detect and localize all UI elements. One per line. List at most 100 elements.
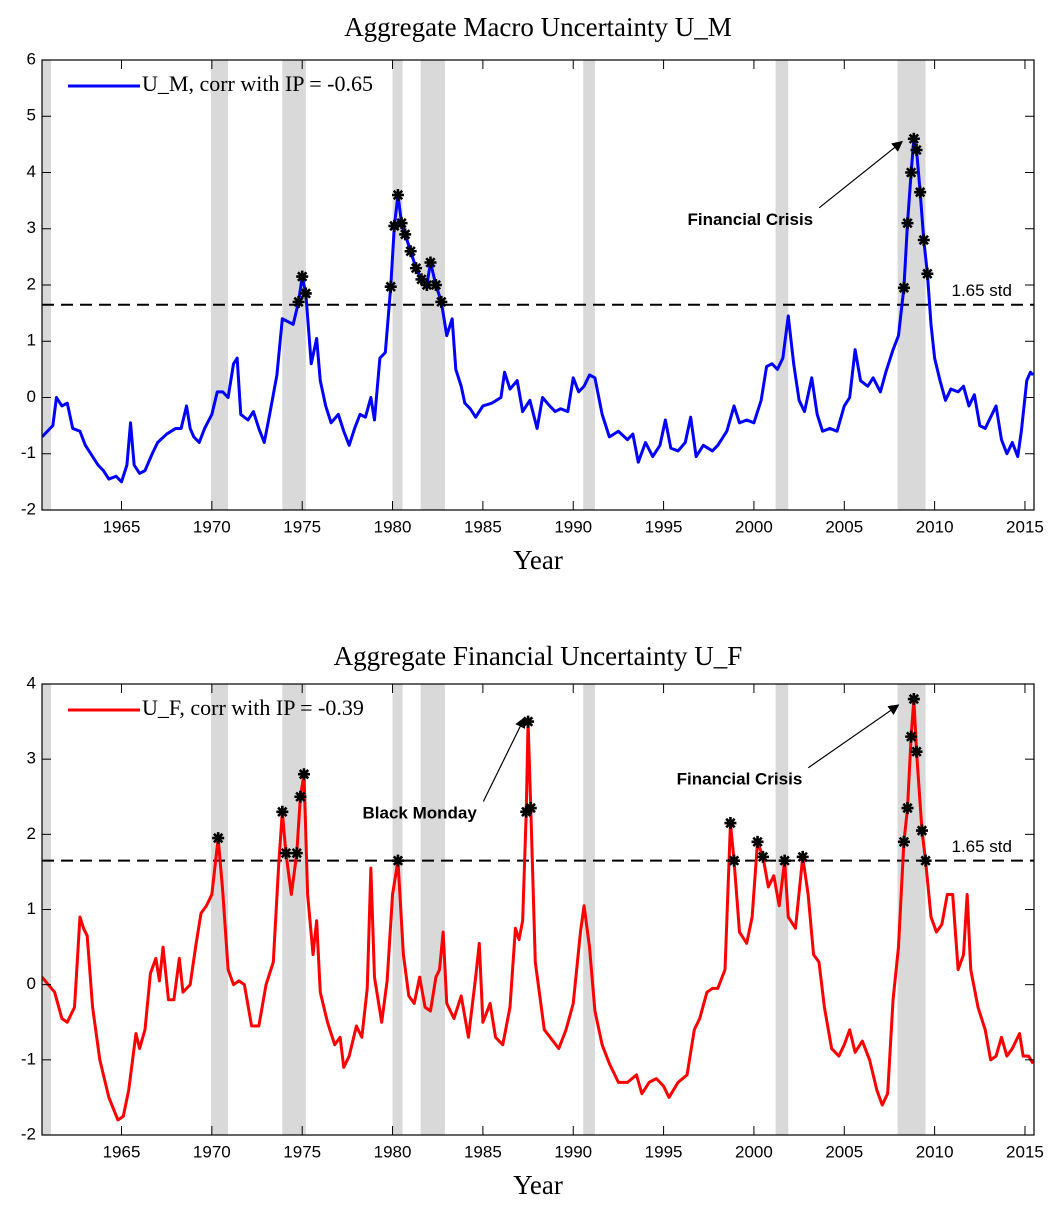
shaded-region: [210, 684, 229, 1135]
shaded-region: [897, 684, 926, 1135]
x-tick-label: 1980: [374, 517, 412, 536]
marker: [756, 850, 769, 863]
plot: 1.65 std U_M, corr with IP = -0.65 1965 197…: [21, 12, 1044, 575]
axes-frame: [41, 59, 1035, 511]
marker: [391, 189, 404, 201]
marker: [897, 281, 910, 294]
x-tick-label: 2005: [825, 517, 863, 536]
shaded-region: [282, 60, 306, 510]
x-tick-label: 1965: [103, 517, 141, 536]
marker: [429, 279, 442, 291]
marker: [905, 730, 918, 743]
x-tick-label: 1965: [103, 1142, 141, 1161]
shaded-region: [210, 60, 229, 510]
y-tick-label: -1: [21, 443, 36, 462]
x-tick-label: 1995: [645, 1142, 683, 1161]
marker: [404, 245, 417, 258]
shaded-region: [420, 684, 445, 1135]
marker: [907, 693, 920, 706]
marker: [424, 256, 437, 269]
x-tick-label: 2000: [735, 1142, 773, 1161]
y-tick-label: 1: [27, 331, 36, 350]
annotation-arrow: [482, 716, 526, 802]
marker: [901, 802, 914, 815]
annotation: Black Monday: [362, 804, 477, 823]
marker: [395, 217, 408, 230]
shaded-region: [392, 60, 403, 510]
marker: [435, 295, 448, 308]
marker: [905, 166, 918, 179]
marker: [290, 847, 303, 860]
marker: [292, 295, 305, 308]
shaded-region: [775, 60, 789, 510]
shaded-region: [775, 684, 789, 1135]
marker: [751, 835, 764, 848]
plot: 1.65 std U_F, corr with IP = -0.39 1965 197…: [21, 641, 1044, 1200]
threshold-label: 1.65 std: [952, 837, 1013, 856]
x-tick-label: 2015: [1006, 517, 1044, 536]
shaded-region: [583, 684, 595, 1135]
marker: [420, 279, 433, 291]
marker: [415, 273, 428, 286]
annotation-arrow: [807, 704, 900, 769]
series-line: [42, 137, 1034, 484]
x-axis-label: Year: [513, 545, 563, 575]
y-tick-label: 0: [27, 974, 36, 993]
chart-title: Aggregate Macro Uncertainty U_M: [344, 12, 732, 42]
x-tick-label: 2005: [825, 1142, 863, 1161]
x-tick-label: 2010: [916, 1142, 954, 1161]
marker: [522, 715, 535, 728]
marker: [299, 287, 312, 300]
marker: [910, 745, 923, 758]
marker: [294, 790, 307, 803]
chart-title: Aggregate Financial Uncertainty U_F: [334, 641, 743, 671]
marker: [724, 817, 737, 830]
legend-label: U_M, corr with IP = -0.65: [142, 71, 373, 96]
y-tick-label: 3: [27, 749, 36, 768]
y-tick-label: -2: [21, 499, 36, 518]
shaded-region: [583, 60, 595, 510]
y-tick-label: 0: [27, 387, 36, 406]
marker: [212, 832, 225, 845]
marker: [914, 186, 927, 199]
marker: [388, 219, 401, 232]
plot-area: [42, 684, 1034, 1135]
y-tick-label: 6: [27, 49, 36, 68]
y-tick-label: 4: [27, 673, 36, 692]
x-tick-label: 1975: [283, 1142, 321, 1161]
marker: [384, 280, 397, 293]
annotation: Financial Crisis: [677, 770, 803, 789]
marker: [728, 854, 741, 867]
x-tick-label: 1970: [193, 1142, 231, 1161]
y-tick-label: 4: [27, 162, 36, 181]
marker: [524, 802, 537, 815]
marker: [921, 267, 934, 280]
y-tick-label: -1: [21, 1049, 36, 1068]
y-tick-label: 2: [27, 824, 36, 843]
shaded-region: [282, 684, 306, 1135]
marker: [399, 228, 412, 241]
marker: [897, 835, 910, 848]
marker: [296, 270, 309, 283]
y-tick-label: -2: [21, 1124, 36, 1143]
y-tick-label: 2: [27, 274, 36, 293]
x-tick-label: 1995: [645, 517, 683, 536]
x-axis-label: Year: [513, 1170, 563, 1200]
shaded-region: [392, 684, 403, 1135]
legend-label: U_F, corr with IP = -0.39: [142, 695, 364, 720]
marker: [391, 854, 404, 867]
marker: [907, 132, 920, 145]
annotation-arrow: [818, 140, 903, 209]
x-tick-label: 2015: [1006, 1142, 1044, 1161]
marker: [276, 805, 289, 818]
x-tick-label: 1985: [464, 517, 502, 536]
marker: [298, 768, 311, 781]
marker: [778, 854, 791, 867]
marker: [279, 847, 292, 860]
marker: [796, 850, 809, 863]
marker: [919, 854, 932, 867]
x-tick-label: 2000: [735, 517, 773, 536]
marker: [910, 144, 923, 156]
x-tick-label: 1980: [374, 1142, 412, 1161]
